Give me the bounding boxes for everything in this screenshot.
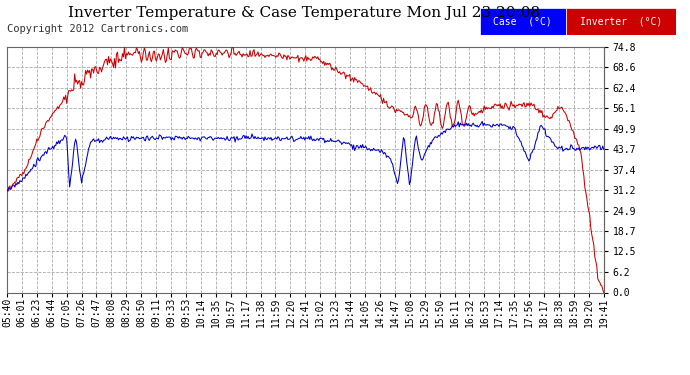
Text: Inverter  (°C): Inverter (°C) [580, 17, 662, 27]
Bar [566, 8, 676, 35]
Text: Copyright 2012 Cartronics.com: Copyright 2012 Cartronics.com [7, 24, 188, 34]
Text: Inverter Temperature & Case Temperature Mon Jul 23 20:08: Inverter Temperature & Case Temperature … [68, 6, 540, 20]
Text: Case  (°C): Case (°C) [493, 17, 552, 27]
Bar [480, 8, 566, 35]
